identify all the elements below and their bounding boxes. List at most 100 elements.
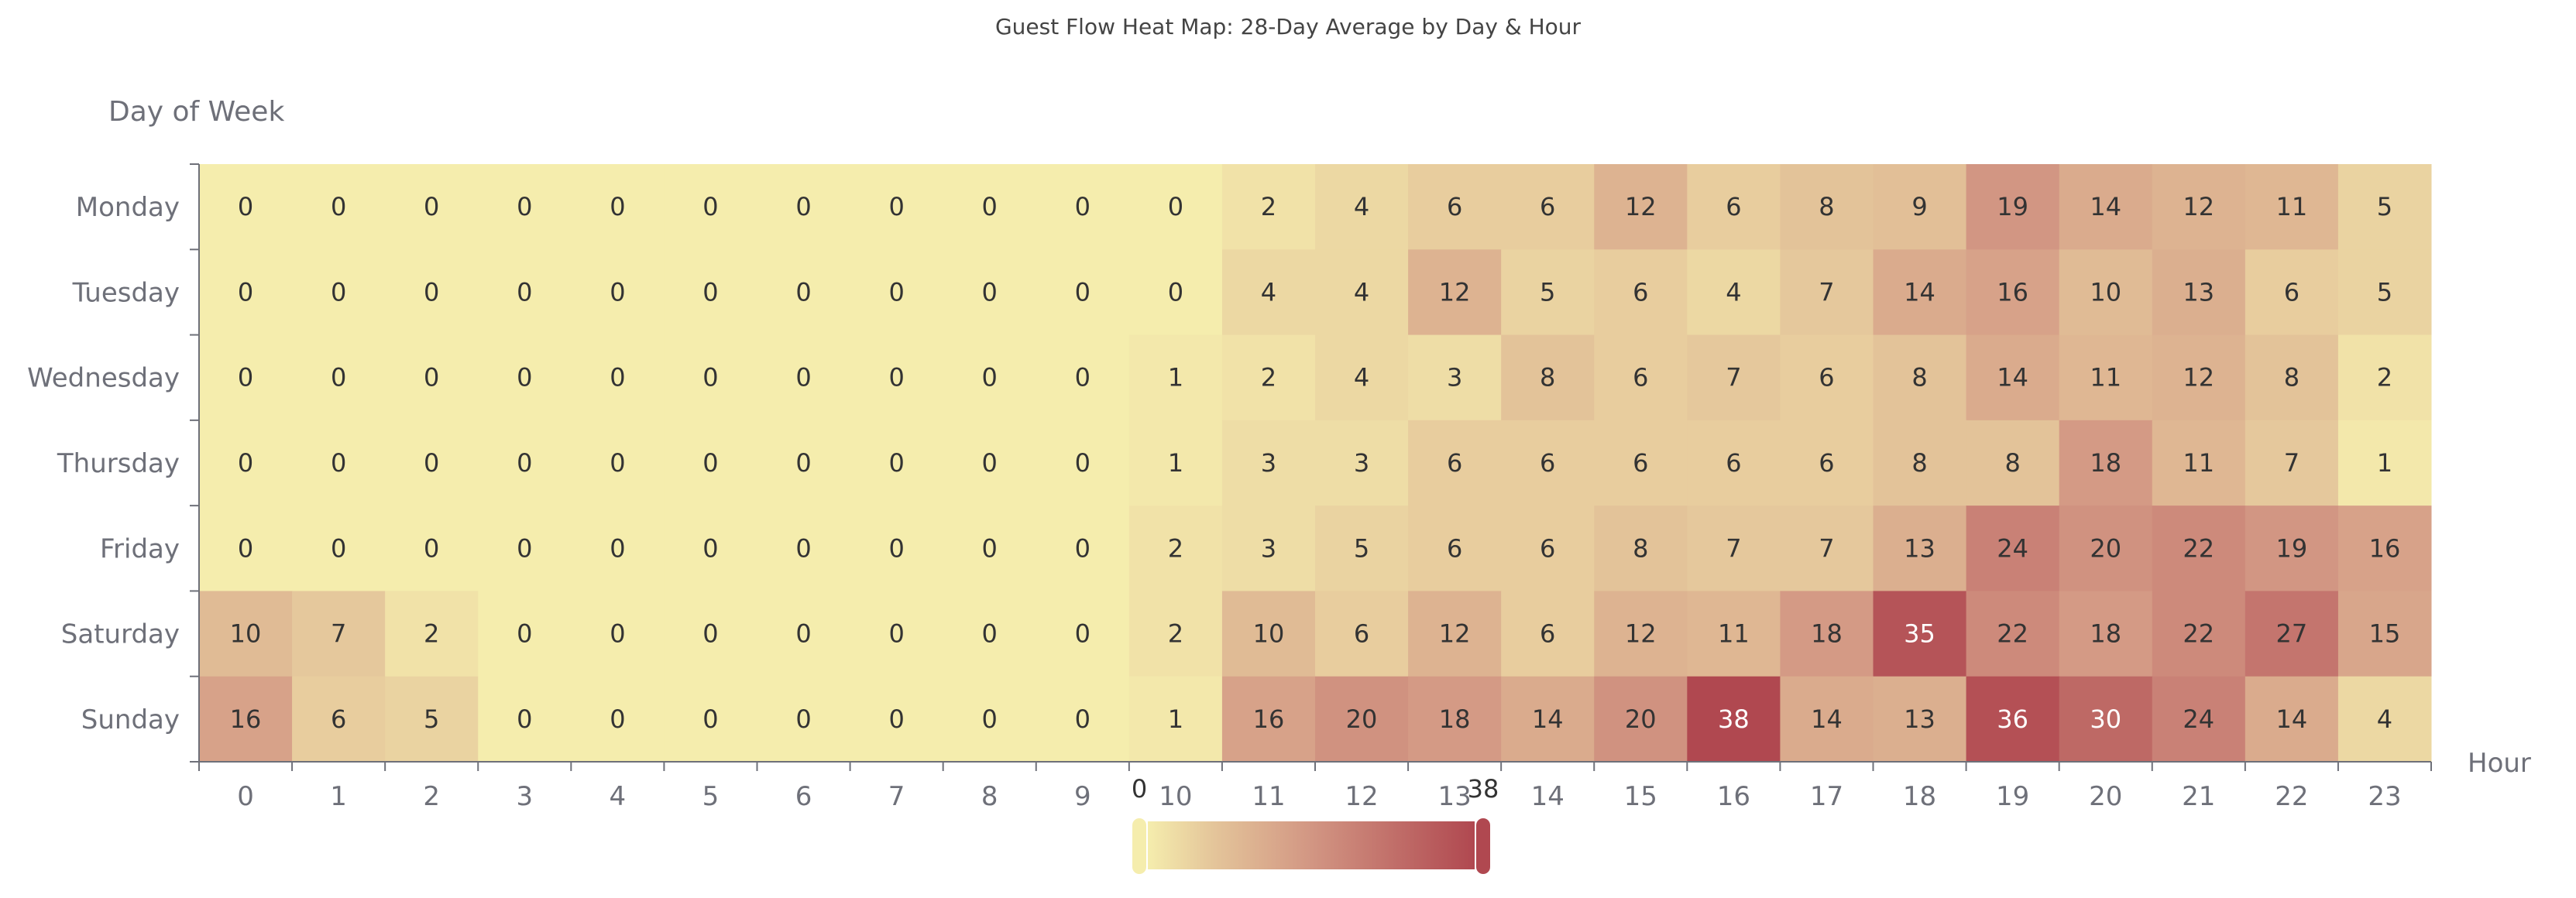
heatmap-cell[interactable] bbox=[1315, 506, 1409, 591]
heatmap-cell[interactable] bbox=[1408, 506, 1502, 591]
heatmap-cell[interactable] bbox=[2337, 164, 2432, 250]
heatmap-cell[interactable] bbox=[1687, 591, 1781, 677]
heatmap-cell[interactable] bbox=[1315, 164, 1409, 250]
heatmap-cell[interactable] bbox=[478, 676, 572, 763]
heatmap-cell[interactable] bbox=[478, 420, 572, 506]
heatmap-cell[interactable] bbox=[1036, 164, 1130, 250]
heatmap-cell[interactable] bbox=[478, 591, 572, 677]
heatmap-cell[interactable] bbox=[1594, 249, 1688, 336]
heatmap-cell[interactable] bbox=[757, 334, 851, 421]
heatmap-cell[interactable] bbox=[2059, 164, 2153, 250]
heatmap-cell[interactable] bbox=[1036, 506, 1130, 591]
heatmap-cell[interactable] bbox=[1687, 420, 1781, 506]
heatmap-cell[interactable] bbox=[1221, 591, 1316, 677]
heatmap-cell[interactable] bbox=[1128, 676, 1223, 763]
heatmap-cell[interactable] bbox=[1221, 676, 1316, 763]
heatmap-cell[interactable] bbox=[1966, 164, 2060, 250]
heatmap-cell[interactable] bbox=[2152, 420, 2246, 506]
heatmap-cell[interactable] bbox=[1408, 676, 1502, 763]
heatmap-cell[interactable] bbox=[1315, 249, 1409, 336]
heatmap-cell[interactable] bbox=[664, 676, 757, 763]
heatmap-cell[interactable] bbox=[2245, 506, 2339, 591]
heatmap-cell[interactable] bbox=[1315, 676, 1409, 763]
heatmap-cell[interactable] bbox=[385, 676, 479, 763]
heatmap-cell[interactable] bbox=[292, 164, 386, 250]
heatmap-cell[interactable] bbox=[850, 506, 944, 591]
heatmap-cell[interactable] bbox=[2152, 591, 2246, 677]
heatmap-cell[interactable] bbox=[850, 420, 944, 506]
heatmap-cell[interactable] bbox=[292, 249, 386, 336]
heatmap-cell[interactable] bbox=[1036, 420, 1130, 506]
heatmap-cell[interactable] bbox=[385, 591, 479, 677]
heatmap-cell[interactable] bbox=[385, 420, 479, 506]
heatmap-cell[interactable] bbox=[571, 334, 665, 421]
heatmap-cell[interactable] bbox=[571, 506, 665, 591]
heatmap-cell[interactable] bbox=[1036, 334, 1130, 421]
heatmap-cell[interactable] bbox=[943, 676, 1037, 763]
heatmap-cell[interactable] bbox=[1221, 334, 1316, 421]
heatmap-cell[interactable] bbox=[1036, 676, 1130, 763]
heatmap-cell[interactable] bbox=[1594, 420, 1688, 506]
visual-map[interactable]: 0 38 bbox=[1132, 774, 1499, 874]
heatmap-cell[interactable] bbox=[664, 249, 757, 336]
heatmap-cell[interactable] bbox=[850, 591, 944, 677]
heatmap-cell[interactable] bbox=[943, 164, 1037, 250]
heatmap-cell[interactable] bbox=[385, 164, 479, 250]
heatmap-cell[interactable] bbox=[1873, 591, 1967, 677]
heatmap-cell[interactable] bbox=[1128, 249, 1223, 336]
heatmap-cell[interactable] bbox=[1128, 420, 1223, 506]
heatmap-cell[interactable] bbox=[1594, 591, 1688, 677]
heatmap-cell[interactable] bbox=[1687, 164, 1781, 250]
heatmap-cell[interactable] bbox=[1780, 164, 1874, 250]
heatmap-cell[interactable] bbox=[1501, 506, 1595, 591]
heatmap-cell[interactable] bbox=[1128, 591, 1223, 677]
heatmap-cell[interactable] bbox=[1315, 334, 1409, 421]
heatmap-cell[interactable] bbox=[292, 591, 386, 677]
heatmap-cell[interactable] bbox=[199, 164, 293, 250]
heatmap-cell[interactable] bbox=[1315, 420, 1409, 506]
heatmap-cell[interactable] bbox=[664, 164, 757, 250]
heatmap-cell[interactable] bbox=[943, 420, 1037, 506]
heatmap-cell[interactable] bbox=[1873, 334, 1967, 421]
heatmap-cell[interactable] bbox=[1594, 506, 1688, 591]
heatmap-cell[interactable] bbox=[664, 420, 757, 506]
heatmap-cell[interactable] bbox=[2245, 334, 2339, 421]
heatmap-cell[interactable] bbox=[1128, 334, 1223, 421]
heatmap-cell[interactable] bbox=[1780, 591, 1874, 677]
heatmap-cell[interactable] bbox=[1594, 676, 1688, 763]
heatmap-cell[interactable] bbox=[1221, 420, 1316, 506]
heatmap-cell[interactable] bbox=[2152, 249, 2246, 336]
heatmap-cell[interactable] bbox=[1780, 249, 1874, 336]
heatmap-cell[interactable] bbox=[2059, 420, 2153, 506]
heatmap-cell[interactable] bbox=[1221, 506, 1316, 591]
heatmap-cell[interactable] bbox=[199, 249, 293, 336]
heatmap-cell[interactable] bbox=[1687, 506, 1781, 591]
heatmap-cell[interactable] bbox=[571, 249, 665, 336]
heatmap-cell[interactable] bbox=[1966, 249, 2060, 336]
heatmap-cell[interactable] bbox=[292, 676, 386, 763]
heatmap-cell[interactable] bbox=[1966, 420, 2060, 506]
heatmap-cell[interactable] bbox=[2059, 249, 2153, 336]
heatmap-cell[interactable] bbox=[2059, 591, 2153, 677]
heatmap-cell[interactable] bbox=[1501, 591, 1595, 677]
heatmap-cell[interactable] bbox=[292, 334, 386, 421]
heatmap-cell[interactable] bbox=[2337, 676, 2432, 763]
heatmap-cell[interactable] bbox=[664, 334, 757, 421]
visual-map-max-handle[interactable] bbox=[1476, 818, 1490, 874]
heatmap-cell[interactable] bbox=[757, 249, 851, 336]
heatmap-cell[interactable] bbox=[1966, 506, 2060, 591]
heatmap-cell[interactable] bbox=[757, 164, 851, 250]
heatmap-cell[interactable] bbox=[1408, 249, 1502, 336]
heatmap-cell[interactable] bbox=[757, 591, 851, 677]
heatmap-cell[interactable] bbox=[1780, 676, 1874, 763]
heatmap-cell[interactable] bbox=[478, 506, 572, 591]
heatmap-cell[interactable] bbox=[2337, 591, 2432, 677]
heatmap-cell[interactable] bbox=[1873, 420, 1967, 506]
heatmap-cell[interactable] bbox=[292, 420, 386, 506]
heatmap-cell[interactable] bbox=[1780, 420, 1874, 506]
heatmap-cell[interactable] bbox=[1873, 506, 1967, 591]
heatmap-cell[interactable] bbox=[2059, 676, 2153, 763]
heatmap-cell[interactable] bbox=[571, 676, 665, 763]
heatmap-cell[interactable] bbox=[1408, 420, 1502, 506]
heatmap-cell[interactable] bbox=[199, 420, 293, 506]
